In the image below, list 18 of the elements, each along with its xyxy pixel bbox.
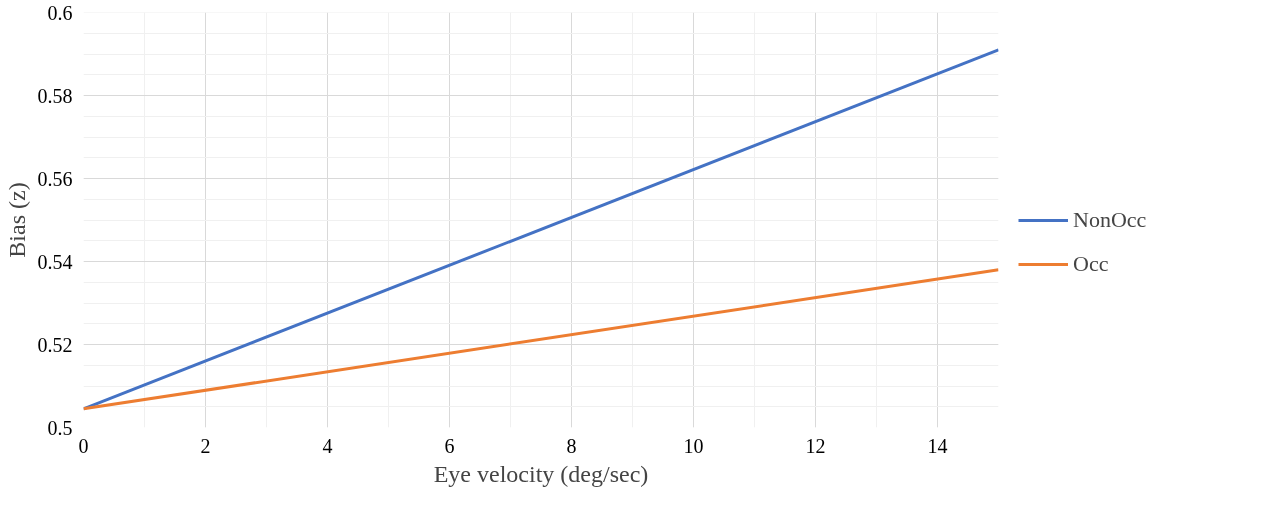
y-tick-label: 0.6 [47,1,73,24]
x-tick-label: 4 [322,434,333,457]
y-tick-label: 0.54 [37,250,73,273]
y-axis-title: Bias (z) [3,182,30,258]
legend-label: Occ [1073,251,1109,277]
x-tick-label: 12 [805,434,826,457]
x-tick-label: 10 [683,434,704,457]
x-tick-label: 2 [200,434,211,457]
x-axis-title: Eye velocity (deg/sec) [433,460,649,487]
y-tick-label: 0.58 [37,84,73,107]
x-tick-label: 0 [78,434,89,457]
x-tick-label: 8 [566,434,577,457]
x-tick-label: 14 [927,434,948,457]
y-tick-label: 0.5 [47,416,73,439]
y-tick-label: 0.56 [37,167,73,190]
x-tick-label: 6 [444,434,455,457]
legend-label: NonOcc [1073,207,1147,233]
y-tick-label: 0.52 [37,333,73,356]
